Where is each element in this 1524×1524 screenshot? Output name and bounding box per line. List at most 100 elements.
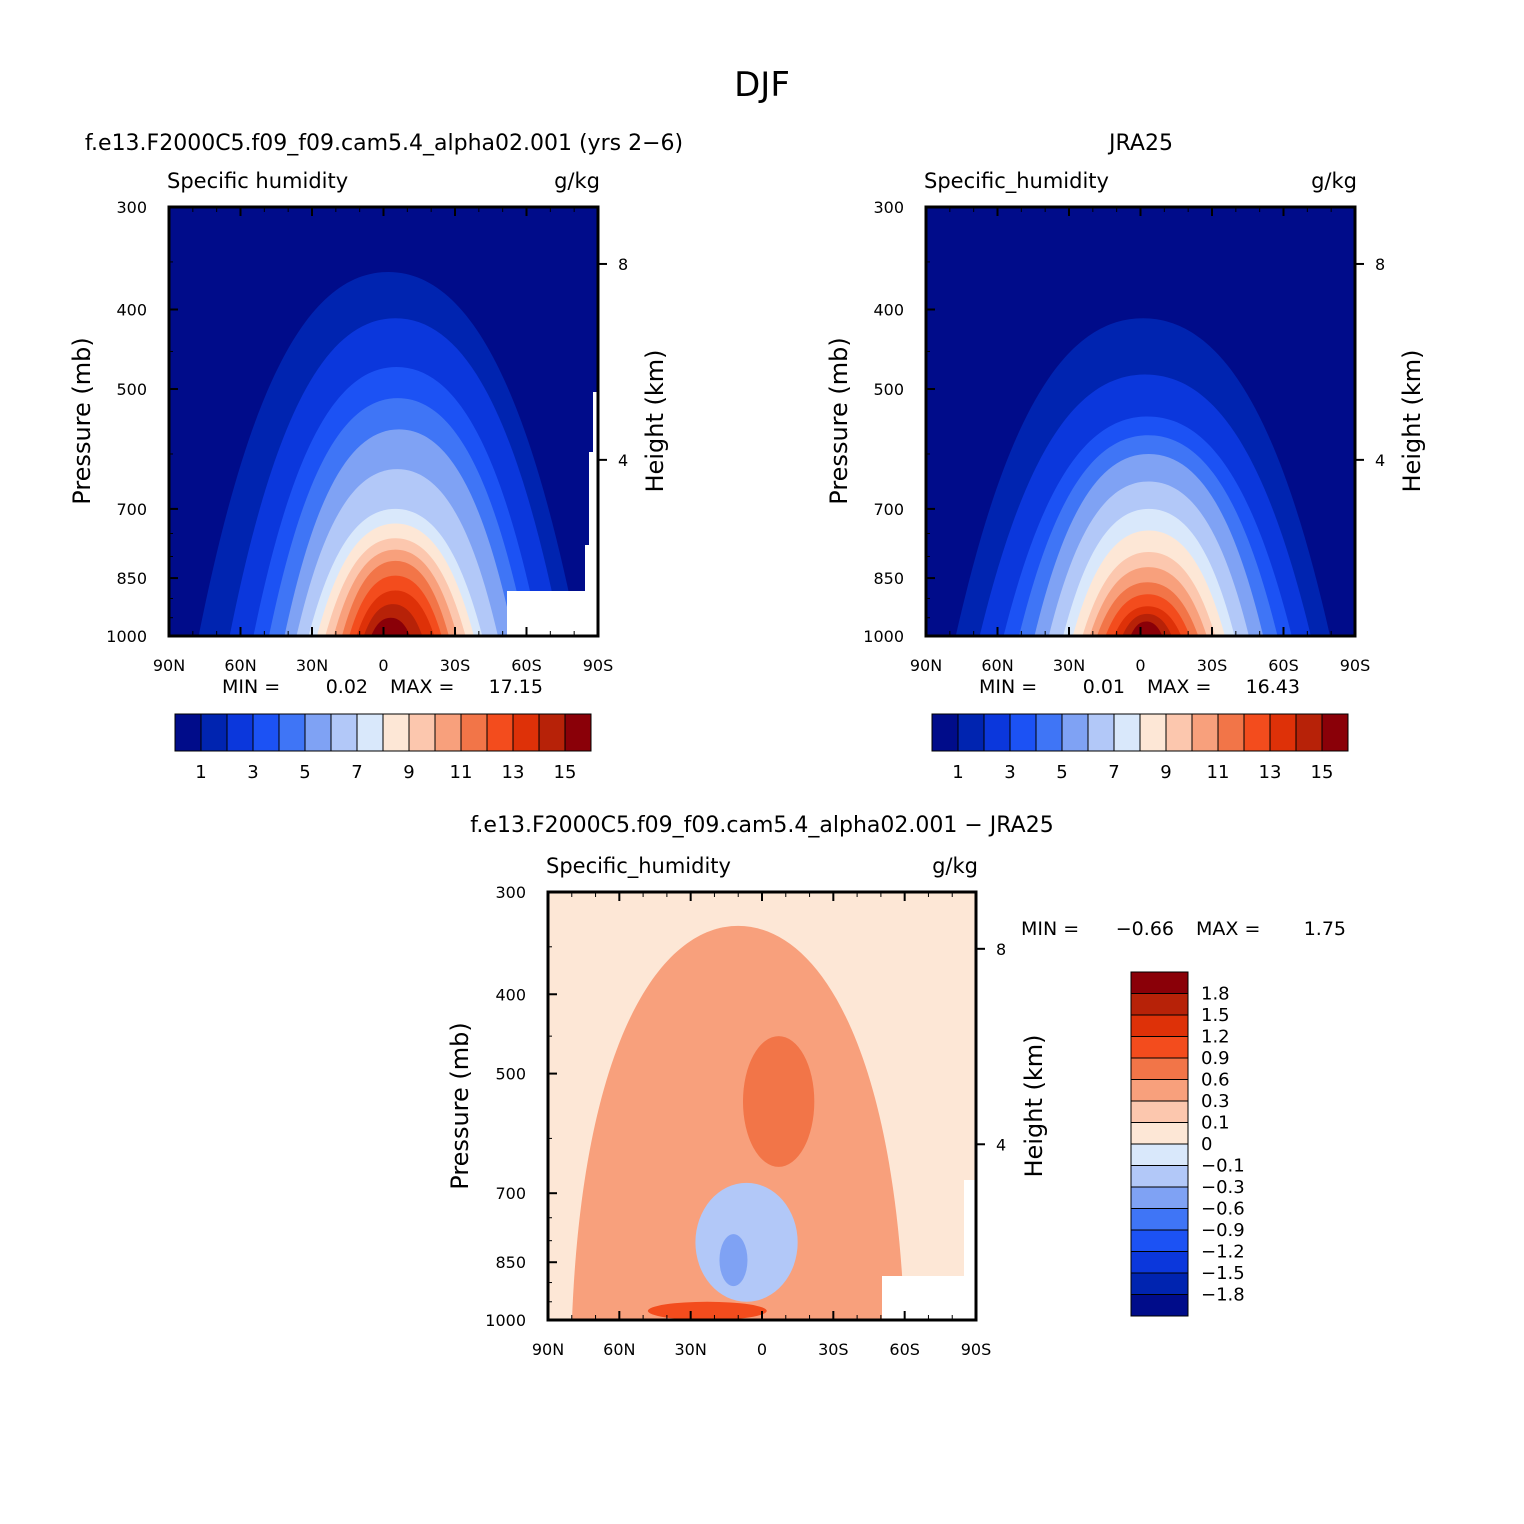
figure-title: DJF xyxy=(734,65,790,105)
colorbar-label: 15 xyxy=(554,762,577,783)
colorbar-label: −0.3 xyxy=(1201,1177,1245,1198)
missing-data-region xyxy=(585,545,598,636)
colorbar-swatch xyxy=(1243,713,1271,752)
diff-feature-upper-tropical-maximum xyxy=(742,1036,815,1167)
colorbar-swatch xyxy=(1087,713,1115,752)
colorbar-label: 9 xyxy=(403,762,414,783)
lat-tick-label: 60N xyxy=(603,1340,635,1359)
pressure-tick-label: 1000 xyxy=(485,1311,526,1330)
panel-diff-left-label: Specific_humidity xyxy=(546,854,731,879)
colorbar-label: 1 xyxy=(195,762,206,783)
colorbar-label: 1.5 xyxy=(1201,1005,1230,1026)
panel-model-units: g/kg xyxy=(554,169,600,193)
colorbar-label: 1 xyxy=(952,762,963,783)
pressure-tick-label: 400 xyxy=(116,301,147,320)
height-tick-label: 4 xyxy=(618,451,628,470)
colorbar-swatch xyxy=(1009,713,1037,752)
colorbar-swatch xyxy=(1130,1208,1189,1231)
lat-tick-label: 30N xyxy=(1053,656,1085,675)
lat-tick-label: 0 xyxy=(378,656,388,675)
colorbar-swatch xyxy=(1191,713,1219,752)
colorbar-swatch xyxy=(1130,1186,1189,1209)
colorbar-swatch xyxy=(957,713,985,752)
panel-model-colorbar: 1 3 5 7 9 11 13 15 xyxy=(174,713,592,783)
diff-feature-lower-tropospheric-negative xyxy=(695,1182,798,1302)
lat-tick-label: 60N xyxy=(981,656,1013,675)
panel-obs-max-label: MAX = xyxy=(1147,676,1211,698)
height-tick-label: 8 xyxy=(996,940,1006,959)
colorbar-swatch xyxy=(252,713,280,752)
panel-diff-case-title: f.e13.F2000C5.f09_f09.cam5.4_alpha02.001… xyxy=(470,813,1053,838)
pressure-tick-label: 300 xyxy=(116,198,147,217)
contour-band-15 xyxy=(1130,621,1163,636)
colorbar-label: 0 xyxy=(1201,1134,1212,1155)
panel-model-min-value: 0.02 xyxy=(326,676,368,698)
colorbar-swatch xyxy=(486,713,514,752)
lat-tick-label: 30S xyxy=(818,1340,849,1359)
colorbar-swatch xyxy=(564,713,592,752)
diff-feature-broad-positive-dome xyxy=(572,925,905,1320)
colorbar-swatch xyxy=(538,713,566,752)
panel-obs-case-title: JRA25 xyxy=(1107,131,1173,156)
lat-tick-label: 60S xyxy=(1268,656,1299,675)
colorbar-label: 0.3 xyxy=(1201,1091,1230,1112)
panel-model-right-ylabel: Height (km) xyxy=(641,350,669,493)
colorbar-swatch xyxy=(1130,1143,1189,1166)
colorbar-swatch xyxy=(460,713,488,752)
colorbar-label: 3 xyxy=(247,762,258,783)
colorbar-swatch xyxy=(382,713,410,752)
colorbar-label: 0.9 xyxy=(1201,1048,1230,1069)
colorbar-swatch xyxy=(408,713,436,752)
colorbar-label: −0.6 xyxy=(1201,1199,1245,1220)
height-tick-label: 8 xyxy=(618,255,628,274)
panel-model-max-value: 17.15 xyxy=(489,676,543,698)
panel-obs-max-value: 16.43 xyxy=(1246,676,1300,698)
panel-obs-min-value: 0.01 xyxy=(1083,676,1125,698)
colorbar-swatch xyxy=(1061,713,1089,752)
panel-diff-max-value: 1.75 xyxy=(1304,918,1346,940)
contour-band-15 xyxy=(371,617,411,636)
pressure-tick-label: 500 xyxy=(873,380,904,399)
panel-model-min-label: MIN = xyxy=(222,676,280,698)
colorbar-swatch xyxy=(1035,713,1063,752)
pressure-tick-label: 850 xyxy=(116,569,147,588)
panel-model-left-label: Specific humidity xyxy=(167,169,348,193)
panel-model-case-title: f.e13.F2000C5.f09_f09.cam5.4_alpha02.001… xyxy=(85,131,683,156)
colorbar-swatch xyxy=(174,713,202,752)
colorbar-label: 3 xyxy=(1004,762,1015,783)
missing-data-region xyxy=(964,1180,976,1280)
panel-obs-axes: 300 400 500 700 850 1000 90N 60N 30N 0 30S 60S 90S 8 4 xyxy=(863,198,1385,675)
colorbar-swatch xyxy=(1130,1036,1189,1059)
colorbar-swatch xyxy=(1130,1079,1189,1102)
panel-obs-colorbar: 1 3 5 7 9 11 13 15 xyxy=(931,713,1349,783)
colorbar-swatch xyxy=(1130,1229,1189,1252)
diff-feature-near-surface-positive xyxy=(647,1301,767,1320)
colorbar-label: 13 xyxy=(502,762,525,783)
colorbar-swatch xyxy=(1130,971,1189,994)
colorbar-swatch xyxy=(200,713,228,752)
height-tick-label: 8 xyxy=(1375,255,1385,274)
panel-obs-min-label: MIN = xyxy=(979,676,1037,698)
pressure-tick-label: 700 xyxy=(873,500,904,519)
lat-tick-label: 0 xyxy=(757,1340,767,1359)
colorbar-label: 7 xyxy=(1108,762,1119,783)
lat-tick-label: 30S xyxy=(1197,656,1228,675)
missing-data-region xyxy=(882,1276,976,1320)
colorbar-swatch xyxy=(1130,1294,1189,1317)
colorbar-label: 15 xyxy=(1311,762,1334,783)
panel-model: f.e13.F2000C5.f09_f09.cam5.4_alpha02.001… xyxy=(68,131,683,783)
missing-data-region xyxy=(589,452,598,547)
pressure-tick-label: 850 xyxy=(873,569,904,588)
colorbar-swatch xyxy=(931,713,959,752)
panel-obs-ylabel: Pressure (mb) xyxy=(825,337,853,504)
lat-tick-label: 30S xyxy=(440,656,471,675)
panel-diff-units: g/kg xyxy=(932,854,978,878)
colorbar-swatch xyxy=(1130,1014,1189,1037)
panel-obs: JRA25 Specific_humidity g/kg 30040050070… xyxy=(825,131,1426,783)
colorbar-swatch xyxy=(1139,713,1167,752)
panel-obs-left-label: Specific_humidity xyxy=(924,169,1109,194)
colorbar-swatch xyxy=(1321,713,1349,752)
colorbar-swatch xyxy=(278,713,306,752)
pressure-tick-label: 300 xyxy=(495,883,526,902)
